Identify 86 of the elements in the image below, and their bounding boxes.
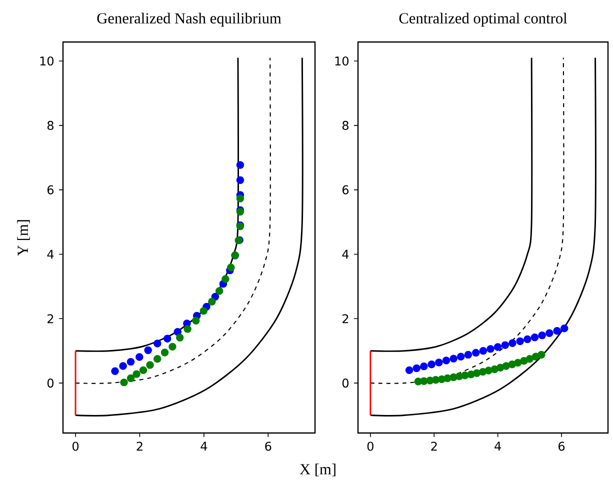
line-series	[370, 57, 533, 352]
point	[119, 362, 127, 370]
y-tick-label: 2	[342, 314, 348, 324]
point	[501, 341, 510, 349]
point	[154, 340, 162, 348]
point	[444, 374, 452, 382]
point	[136, 353, 144, 361]
point	[184, 325, 192, 333]
y-tick-label: 10	[335, 56, 348, 66]
point	[120, 378, 128, 386]
point	[457, 352, 465, 361]
point	[508, 339, 516, 348]
point	[553, 327, 561, 335]
point	[236, 194, 244, 202]
point	[494, 343, 502, 351]
point	[520, 356, 528, 365]
x-axis-title: X [m]	[300, 464, 336, 476]
point	[514, 358, 522, 367]
line-series	[370, 57, 596, 416]
x-tick-label: 4	[200, 442, 208, 450]
y-tick-label: 6	[47, 185, 54, 194]
y-tick-label: 8	[342, 120, 348, 130]
point	[176, 334, 184, 342]
point	[236, 176, 244, 184]
point	[461, 371, 469, 380]
y-axis-title: Y [m]	[17, 220, 30, 256]
point	[192, 316, 200, 324]
point	[227, 264, 235, 272]
point	[215, 287, 224, 295]
point	[160, 348, 169, 356]
chart-title: Generalized Nash equilibrium	[97, 12, 282, 27]
point	[139, 366, 148, 374]
x-tick-label: 6	[265, 442, 272, 451]
point	[208, 298, 216, 306]
point	[111, 367, 119, 376]
chart-title: Centralized optimal control	[399, 12, 568, 27]
point	[479, 347, 488, 355]
point	[428, 360, 436, 368]
point	[132, 370, 140, 378]
point	[126, 374, 135, 382]
x-tick-label: 0	[72, 442, 79, 451]
y-tick-label: 4	[47, 250, 54, 259]
point	[530, 333, 539, 342]
point	[200, 307, 208, 315]
y-tick-label: 0	[342, 378, 348, 388]
point	[450, 354, 458, 362]
x-tick-label: 2	[136, 442, 142, 451]
point	[538, 350, 546, 359]
x-tick-label: 0	[367, 442, 374, 451]
line-series	[74, 57, 271, 384]
line-series	[74, 57, 304, 416]
point	[168, 342, 176, 351]
point	[484, 366, 492, 374]
y-tick-label: 6	[342, 185, 349, 194]
y-tick-label: 8	[47, 120, 54, 130]
x-tick-label: 4	[494, 442, 501, 450]
point	[163, 334, 172, 343]
point	[516, 337, 524, 346]
point	[420, 362, 428, 370]
y-tick-label: 0	[47, 378, 54, 388]
y-tick-label: 2	[48, 314, 54, 324]
point	[412, 364, 420, 372]
point	[154, 355, 162, 363]
x-tick-label: 2	[431, 442, 437, 451]
point	[538, 332, 546, 340]
point	[502, 362, 510, 370]
point	[236, 161, 244, 169]
line-series	[370, 57, 564, 384]
point	[560, 324, 568, 332]
point	[144, 346, 152, 354]
point	[174, 328, 182, 336]
point	[146, 361, 154, 369]
point	[405, 366, 414, 374]
point	[546, 329, 554, 338]
point	[126, 358, 135, 366]
x-tick-label: 6	[558, 442, 565, 451]
y-tick-label: 10	[40, 56, 54, 66]
point	[524, 335, 532, 344]
point	[222, 275, 230, 283]
point	[486, 345, 494, 353]
point	[464, 350, 472, 359]
point	[526, 355, 534, 363]
y-tick-label: 4	[342, 250, 349, 259]
point	[472, 348, 480, 357]
point	[442, 356, 450, 364]
point	[435, 358, 443, 366]
